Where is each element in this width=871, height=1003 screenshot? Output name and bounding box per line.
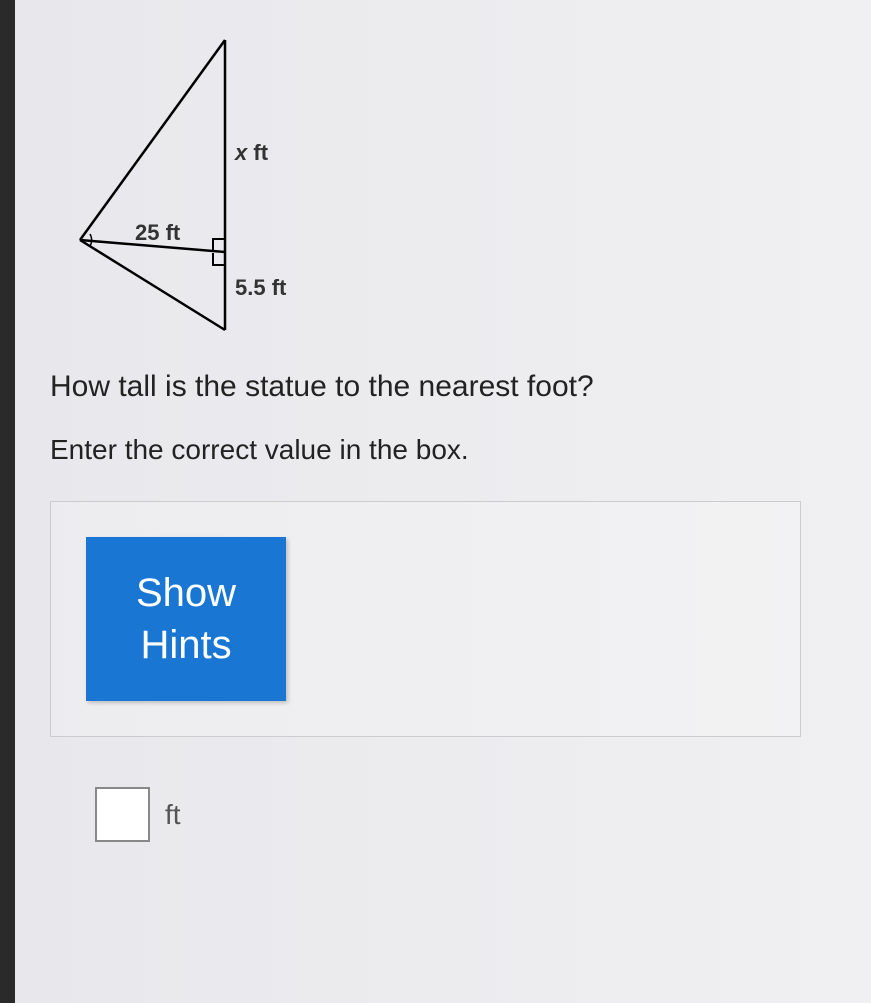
show-hints-button[interactable]: Show Hints [86, 537, 286, 701]
var-x: x [235, 140, 247, 165]
answer-input[interactable] [95, 787, 150, 842]
hints-button-line1: Show [136, 571, 236, 615]
answer-unit: ft [165, 799, 181, 831]
hints-button-line2: Hints [140, 623, 231, 667]
hint-container: Show Hints [50, 501, 801, 737]
answer-row: ft [95, 787, 841, 842]
instruction-text: Enter the correct value in the box. [50, 434, 841, 466]
label-5-5-ft: 5.5 ft [235, 275, 286, 301]
content-area: x ft 25 ft 5.5 ft How tall is the statue… [50, 30, 841, 842]
label-x-ft: x ft [235, 140, 268, 166]
label-25-ft: 25 ft [135, 220, 180, 246]
triangle-diagram: x ft 25 ft 5.5 ft [50, 30, 300, 340]
question-text: How tall is the statue to the nearest fo… [50, 370, 841, 404]
right-angle-marker-lower [213, 253, 225, 265]
triangle-edge [80, 240, 225, 330]
triangle-edge [80, 40, 225, 240]
right-angle-marker-upper [213, 239, 225, 251]
page-left-edge [0, 0, 15, 1003]
unit-ft: ft [247, 140, 268, 165]
